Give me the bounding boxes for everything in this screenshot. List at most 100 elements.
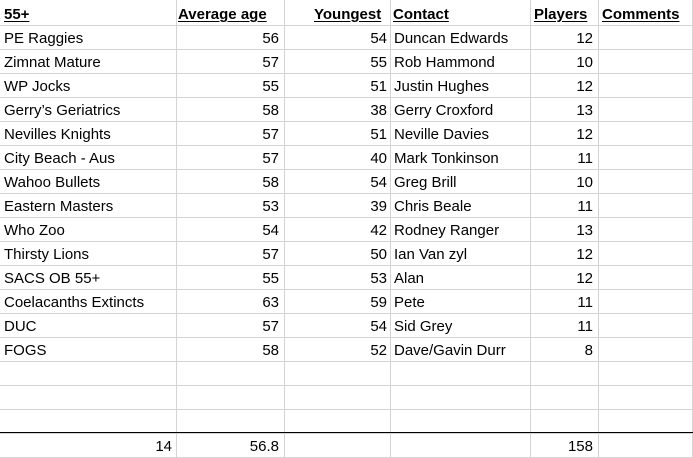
average-age-cell[interactable]: 58 <box>262 174 279 191</box>
header-players[interactable]: Players <box>534 6 588 23</box>
comments-cell[interactable] <box>598 410 693 434</box>
player-count-cell[interactable]: 12 <box>576 270 593 287</box>
contact-name-cell[interactable]: Justin Hughes <box>394 78 490 95</box>
team-name-cell[interactable]: DUC <box>4 318 37 335</box>
comments-cell[interactable] <box>598 122 693 146</box>
comments-cell[interactable] <box>598 98 693 122</box>
team-name-cell[interactable]: FOGS <box>4 342 47 359</box>
team-name-cell[interactable] <box>0 386 176 410</box>
youngest-age-cell[interactable]: 38 <box>370 102 387 119</box>
player-count-cell[interactable]: 10 <box>576 174 593 191</box>
comments-cell[interactable] <box>598 314 693 338</box>
contact-name-cell[interactable]: Greg Brill <box>394 174 457 191</box>
youngest-age-cell[interactable] <box>284 362 390 386</box>
youngest-age-cell[interactable]: 39 <box>370 198 387 215</box>
total-team-count[interactable]: 14 <box>155 438 172 455</box>
average-age-cell[interactable]: 55 <box>262 78 279 95</box>
team-name-cell[interactable]: PE Raggies <box>4 30 84 47</box>
contact-name-cell[interactable]: Chris Beale <box>394 198 472 215</box>
comments-cell[interactable] <box>598 194 693 218</box>
comments-cell[interactable] <box>598 386 693 410</box>
youngest-age-cell[interactable]: 54 <box>370 318 387 335</box>
contact-name-cell[interactable]: Pete <box>394 294 425 311</box>
average-age-cell[interactable]: 54 <box>262 222 279 239</box>
youngest-age-cell[interactable]: 51 <box>370 78 387 95</box>
youngest-age-cell[interactable]: 40 <box>370 150 387 167</box>
youngest-age-cell[interactable]: 50 <box>370 246 387 263</box>
youngest-age-cell[interactable]: 51 <box>370 126 387 143</box>
contact-name-cell[interactable] <box>390 386 530 410</box>
team-name-cell[interactable] <box>0 362 176 386</box>
average-age-cell[interactable]: 58 <box>262 102 279 119</box>
youngest-age-cell[interactable]: 42 <box>370 222 387 239</box>
header-comments[interactable]: Comments <box>602 6 680 23</box>
average-age-cell[interactable] <box>176 362 284 386</box>
youngest-age-cell[interactable]: 52 <box>370 342 387 359</box>
youngest-age-cell[interactable]: 54 <box>370 174 387 191</box>
comments-cell[interactable] <box>598 170 693 194</box>
average-age-cell[interactable]: 55 <box>262 270 279 287</box>
comments-cell[interactable] <box>598 338 693 362</box>
comments-cell[interactable] <box>598 242 693 266</box>
average-age-cell[interactable]: 57 <box>262 246 279 263</box>
header-team[interactable]: 55+ <box>4 6 30 23</box>
youngest-age-cell[interactable] <box>284 410 390 434</box>
contact-name-cell[interactable]: Ian Van zyl <box>394 246 468 263</box>
team-name-cell[interactable]: Thirsty Lions <box>4 246 90 263</box>
average-age-cell[interactable]: 56 <box>262 30 279 47</box>
youngest-age-cell[interactable]: 55 <box>370 54 387 71</box>
contact-name-cell[interactable]: Mark Tonkinson <box>394 150 499 167</box>
contact-name-cell[interactable]: Neville Davies <box>394 126 490 143</box>
average-age-cell[interactable]: 57 <box>262 150 279 167</box>
contact-name-cell[interactable] <box>390 410 530 434</box>
total-comments[interactable] <box>598 434 693 458</box>
team-name-cell[interactable]: SACS OB 55+ <box>4 270 101 287</box>
average-age-cell[interactable] <box>176 386 284 410</box>
youngest-age-cell[interactable]: 54 <box>370 30 387 47</box>
comments-cell[interactable] <box>598 146 693 170</box>
contact-name-cell[interactable]: Dave/Gavin Durr <box>394 342 506 359</box>
comments-cell[interactable] <box>598 50 693 74</box>
contact-name-cell[interactable]: Rodney Ranger <box>394 222 500 239</box>
youngest-age-cell[interactable] <box>284 386 390 410</box>
contact-name-cell[interactable]: Gerry Croxford <box>394 102 494 119</box>
comments-cell[interactable] <box>598 362 693 386</box>
player-count-cell[interactable] <box>530 410 598 434</box>
contact-name-cell[interactable]: Duncan Edwards <box>394 30 509 47</box>
youngest-age-cell[interactable]: 53 <box>370 270 387 287</box>
comments-cell[interactable] <box>598 266 693 290</box>
player-count-cell[interactable]: 13 <box>576 222 593 239</box>
player-count-cell[interactable]: 11 <box>577 150 593 167</box>
player-count-cell[interactable]: 12 <box>576 30 593 47</box>
comments-cell[interactable] <box>598 26 693 50</box>
average-age-cell[interactable]: 53 <box>262 198 279 215</box>
average-age-cell[interactable]: 63 <box>262 294 279 311</box>
contact-name-cell[interactable]: Sid Grey <box>394 318 453 335</box>
team-name-cell[interactable]: WP Jocks <box>4 78 71 95</box>
comments-cell[interactable] <box>598 74 693 98</box>
team-name-cell[interactable]: City Beach - Aus <box>4 150 115 167</box>
contact-name-cell[interactable]: Alan <box>394 270 425 287</box>
total-players[interactable]: 158 <box>567 438 593 455</box>
comments-cell[interactable] <box>598 218 693 242</box>
total-contact[interactable] <box>390 434 530 458</box>
contact-name-cell[interactable] <box>390 362 530 386</box>
header-average-age[interactable]: Average age <box>178 6 267 23</box>
player-count-cell[interactable]: 12 <box>576 78 593 95</box>
player-count-cell[interactable]: 11 <box>577 294 593 311</box>
average-age-cell[interactable] <box>176 410 284 434</box>
team-name-cell[interactable]: Wahoo Bullets <box>4 174 101 191</box>
team-name-cell[interactable]: Coelacanths Extincts <box>4 294 145 311</box>
contact-name-cell[interactable]: Rob Hammond <box>394 54 495 71</box>
player-count-cell[interactable] <box>530 386 598 410</box>
player-count-cell[interactable] <box>530 362 598 386</box>
player-count-cell[interactable]: 13 <box>576 102 593 119</box>
team-name-cell[interactable] <box>0 410 176 434</box>
player-count-cell[interactable]: 12 <box>576 126 593 143</box>
header-contact[interactable]: Contact <box>393 6 449 23</box>
average-age-cell[interactable]: 57 <box>262 54 279 71</box>
player-count-cell[interactable]: 11 <box>577 318 593 335</box>
team-name-cell[interactable]: Eastern Masters <box>4 198 114 215</box>
comments-cell[interactable] <box>598 290 693 314</box>
player-count-cell[interactable]: 11 <box>577 198 593 215</box>
